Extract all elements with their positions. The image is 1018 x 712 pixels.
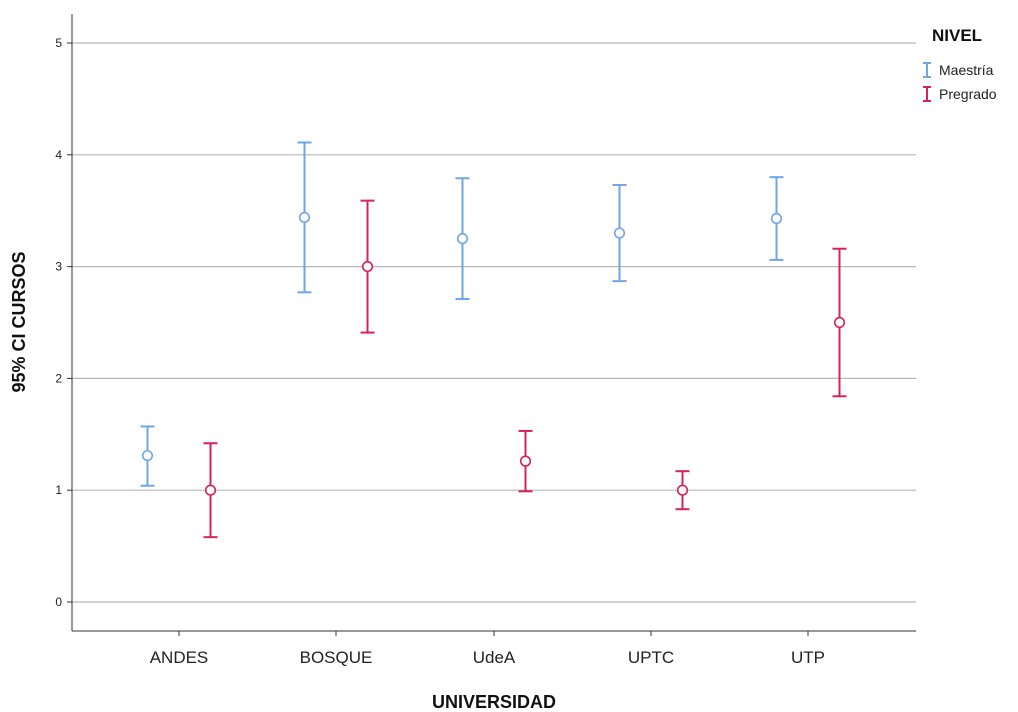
error-bar — [675, 470, 690, 511]
mean-marker — [141, 449, 154, 462]
legend-label: Maestría — [939, 62, 994, 78]
y-tick-label: 3 — [55, 260, 62, 274]
error-bar — [360, 199, 375, 334]
series-0 — [140, 141, 784, 487]
x-tick-label: BOSQUE — [300, 648, 373, 667]
legend-label: Pregrado — [939, 86, 997, 102]
y-tick-label: 2 — [55, 371, 62, 385]
grid-lines — [72, 42, 916, 603]
mean-marker — [833, 316, 846, 329]
error-bar — [140, 425, 155, 487]
mean-marker — [456, 233, 469, 245]
legend: NIVEL Maestría Pregrado — [923, 26, 997, 102]
x-tick-label: UTP — [791, 648, 825, 667]
x-tick-labels: ANDES BOSQUE UdeA UPTC UTP — [150, 631, 825, 667]
legend-title: NIVEL — [932, 26, 982, 45]
mean-marker — [298, 211, 311, 224]
y-tick-label: 5 — [55, 36, 62, 50]
y-tick-label: 1 — [55, 483, 62, 497]
y-tick-labels: 0 1 2 3 4 5 — [55, 36, 72, 609]
legend-item: Pregrado — [923, 86, 997, 102]
error-bar — [769, 176, 784, 261]
error-bar — [297, 141, 312, 294]
legend-item: Maestría — [923, 62, 994, 78]
x-axis-title: UNIVERSIDAD — [432, 692, 556, 712]
mean-marker — [613, 227, 626, 239]
y-axis-title: 95% CI CURSOS — [9, 251, 29, 392]
error-bar — [518, 429, 533, 493]
mean-marker — [676, 484, 689, 496]
error-bar — [832, 247, 847, 398]
x-tick-label: UdeA — [473, 648, 516, 667]
y-tick-label: 4 — [55, 148, 62, 162]
y-tick-label: 0 — [55, 595, 62, 609]
mean-marker — [770, 212, 783, 225]
mean-marker — [519, 455, 532, 467]
series-1 — [203, 199, 847, 539]
mean-marker — [361, 261, 374, 273]
x-tick-label: UPTC — [628, 648, 674, 667]
error-bar — [203, 442, 218, 539]
error-bar — [455, 177, 470, 301]
error-bars — [140, 141, 847, 539]
x-tick-label: ANDES — [150, 648, 209, 667]
mean-marker — [204, 484, 217, 496]
axes — [71, 14, 916, 632]
error-bar — [612, 183, 627, 283]
